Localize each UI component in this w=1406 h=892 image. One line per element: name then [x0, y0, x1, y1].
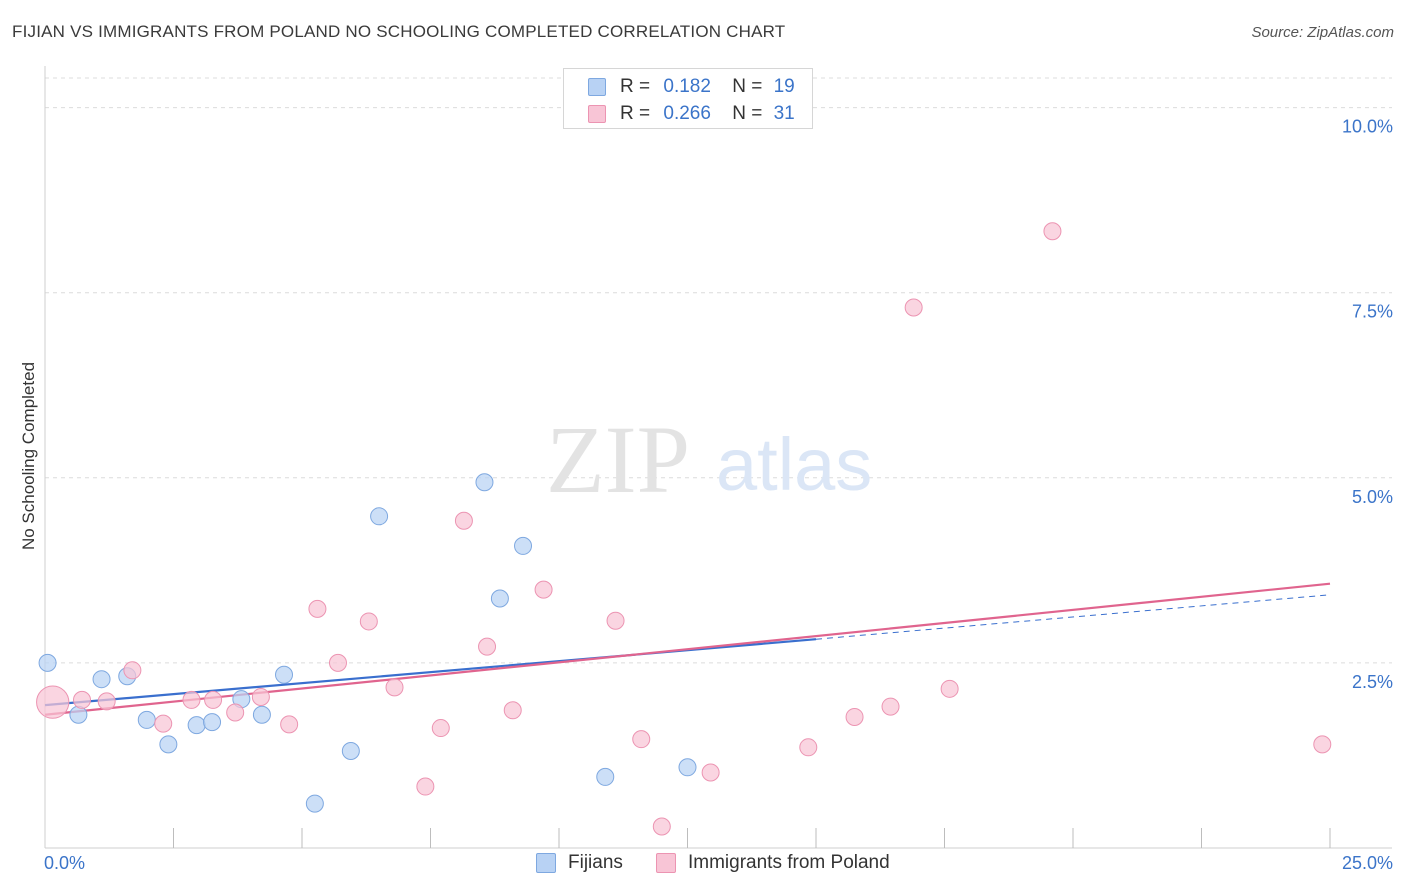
bottom-legend-label: Fijians	[568, 852, 623, 873]
point-pink	[204, 690, 223, 709]
point-pink	[478, 637, 497, 656]
source-label: Source: ZipAtlas.com	[1251, 24, 1394, 41]
data-points	[36, 222, 1332, 836]
point-pink	[454, 511, 473, 530]
legend-n-label: N =	[732, 76, 763, 97]
point-pink	[154, 714, 173, 733]
watermark: ZIP atlas	[546, 406, 872, 513]
point-pink	[881, 697, 900, 716]
point-blue	[341, 742, 360, 761]
point-blue	[370, 507, 389, 526]
point-blue	[92, 670, 111, 689]
grid-lines	[45, 77, 1392, 664]
y-tick-label: 7.5%	[1352, 302, 1393, 322]
point-pink	[606, 611, 625, 630]
point-pink	[534, 580, 553, 599]
point-blue	[678, 758, 697, 777]
trend-line-extension	[815, 594, 1331, 640]
point-pink	[251, 687, 270, 706]
point-pink	[359, 612, 378, 631]
legend-n-label: N =	[732, 103, 763, 124]
y-tick-label: 5.0%	[1352, 487, 1393, 507]
point-blue	[475, 473, 494, 492]
watermark-atlas: atlas	[716, 423, 872, 506]
point-blue	[252, 705, 271, 724]
point-pink	[1043, 222, 1062, 241]
bottom-legend-swatch-pink	[656, 853, 676, 873]
point-pink	[123, 661, 142, 680]
point-pink	[416, 777, 435, 796]
bottom-legend-label: Immigrants from Poland	[688, 852, 890, 873]
point-pink	[73, 690, 92, 709]
point-pink	[1313, 735, 1332, 754]
y-axis-label: No Schooling Completed	[19, 362, 38, 550]
point-blue	[490, 589, 509, 608]
point-pink	[652, 817, 671, 836]
point-pink	[701, 763, 720, 782]
point-pink	[182, 690, 201, 709]
point-blue	[69, 705, 88, 724]
x-tick-label: 25.0%	[1342, 853, 1393, 873]
point-blue	[187, 716, 206, 735]
legend-n-value: 31	[773, 103, 795, 124]
point-pink	[503, 701, 522, 720]
point-pink	[845, 707, 864, 726]
point-pink	[385, 678, 404, 697]
bottom-legend-swatch-blue	[536, 853, 556, 873]
point-pink	[940, 679, 959, 698]
point-blue	[275, 665, 294, 684]
chart-title: FIJIAN VS IMMIGRANTS FROM POLAND NO SCHO…	[12, 22, 786, 41]
legend-swatch-pink	[588, 105, 606, 123]
point-pink	[632, 730, 651, 749]
y-tick-label: 2.5%	[1352, 672, 1393, 692]
point-pink	[226, 703, 245, 722]
axes	[44, 66, 1392, 849]
legend-r-value: 0.266	[663, 103, 711, 124]
point-pink	[904, 298, 923, 317]
legend-swatch-blue	[588, 78, 606, 96]
point-pink	[799, 738, 818, 757]
point-blue	[137, 710, 156, 729]
point-pink	[328, 653, 347, 672]
point-blue	[38, 653, 57, 672]
watermark-zip: ZIP	[546, 406, 690, 513]
legend-r-label: R =	[620, 76, 651, 97]
point-blue	[596, 767, 615, 786]
point-blue	[159, 735, 178, 754]
correlation-legend: R = 0.182 N = 19 R = 0.266 N = 31	[563, 68, 813, 129]
point-pink	[280, 715, 299, 734]
point-blue	[514, 536, 533, 555]
x-tick-label: 0.0%	[44, 853, 85, 873]
trend-line-blue	[44, 638, 817, 707]
point-pink	[308, 599, 327, 618]
point-blue	[203, 713, 222, 732]
legend-n-value: 19	[773, 76, 795, 97]
point-blue	[305, 794, 324, 813]
tick-labels: 2.5% 5.0% 7.5% 10.0% 0.0% 25.0%	[44, 117, 1393, 873]
point-pink	[97, 692, 116, 711]
legend-r-value: 0.182	[663, 76, 711, 97]
legend-r-label: R =	[620, 103, 651, 124]
y-tick-label: 10.0%	[1342, 117, 1393, 137]
point-pink	[36, 685, 70, 719]
point-pink	[431, 719, 450, 738]
